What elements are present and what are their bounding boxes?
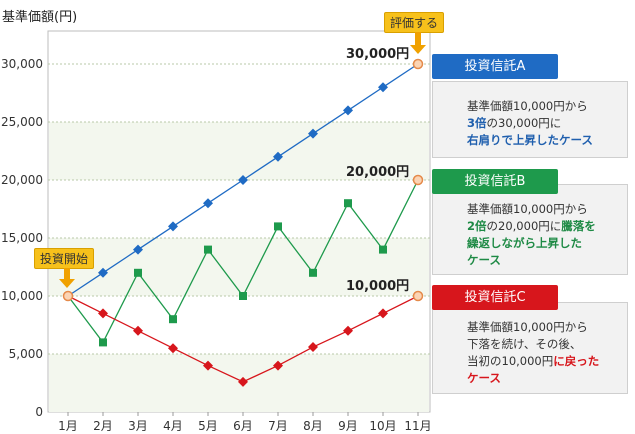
endpoint-marker: [62, 290, 74, 302]
badge-fund-c: 投資信託C: [432, 285, 558, 310]
data-point: [239, 292, 247, 300]
data-point: [98, 267, 108, 278]
end-label-c: 10,000円: [346, 279, 410, 294]
evaluate-tag: 評価する: [384, 12, 445, 33]
endpoint-marker: [412, 58, 424, 70]
panel-a-line3: 右肩りで上昇したケース: [467, 133, 593, 147]
start-tag: 投資開始: [34, 248, 95, 269]
data-point: [273, 360, 283, 371]
panel-c-hl: に戻った: [553, 354, 600, 368]
x-tick-label: 2月: [93, 419, 113, 433]
panel-c-line3-pre: 当初の10,000円: [467, 354, 554, 368]
data-point: [308, 128, 318, 139]
data-point: [203, 198, 213, 209]
panel-b-line1: 基準価額10,000円から: [467, 202, 588, 216]
start-arrow-icon: [59, 279, 75, 288]
x-tick-label: 6月: [233, 419, 253, 433]
data-point: [309, 268, 317, 277]
y-tick-label: 20,000: [1, 173, 43, 187]
data-point: [133, 244, 143, 255]
evaluate-arrow-icon: [410, 45, 426, 54]
data-point: [99, 338, 107, 347]
data-point: [134, 268, 142, 277]
panel-a-line2: 3倍の30,000円に: [467, 115, 619, 132]
x-tick-label: 3月: [128, 419, 148, 433]
data-point: [274, 222, 282, 231]
data-point: [343, 325, 353, 336]
endpoint-marker: [412, 290, 424, 302]
panel-b-line2: 2倍の20,000円に騰落を: [467, 218, 619, 235]
plot-area: [47, 30, 431, 413]
data-point: [169, 315, 177, 324]
data-point: [378, 308, 388, 319]
panel-a-line1: 基準価額10,000円から: [467, 99, 588, 113]
data-point: [343, 105, 353, 116]
panel-b: 基準価額10,000円から 2倍の20,000円に騰落を 繰返しながら上昇した …: [432, 184, 628, 275]
panel-a-hl1: 3倍: [467, 116, 487, 130]
data-point: [308, 342, 318, 353]
x-tick-label: 8月: [303, 419, 323, 433]
y-axis-title: 基準価額(円): [2, 10, 78, 25]
x-tick-label: 5月: [198, 419, 218, 433]
y-tick-label: 10,000: [1, 289, 43, 303]
panel-c-line2: 下落を続け、その後、: [467, 337, 582, 351]
grid-band: [49, 122, 429, 180]
badge-fund-b: 投資信託B: [432, 169, 558, 194]
data-point: [204, 245, 212, 254]
panel-c: 基準価額10,000円から 下落を続け、その後、 当初の10,000円に戻った …: [432, 302, 628, 394]
panel-a-line2-rest: の30,000円に: [486, 116, 562, 130]
data-point: [379, 245, 387, 254]
x-tick-label: 4月: [163, 419, 183, 433]
y-tick-label: 25,000: [1, 115, 43, 129]
panel-b-line3: 繰返しながら上昇した: [467, 236, 582, 250]
panel-b-hl2: 騰落を: [561, 219, 596, 233]
panel-b-line2-mid: の20,000円に: [486, 219, 562, 233]
panel-a: 基準価額10,000円から 3倍の30,000円に 右肩りで上昇したケース: [432, 81, 628, 158]
y-tick-label: 15,000: [1, 231, 43, 245]
y-tick-label: 5,000: [9, 347, 43, 361]
end-label-a: 30,000円: [346, 47, 410, 62]
data-point: [238, 376, 248, 387]
panel-b-hl1: 2倍: [467, 219, 487, 233]
data-point: [133, 325, 143, 336]
data-point: [238, 175, 248, 185]
evaluate-arrow-stem: [415, 32, 421, 46]
x-tick-label: 7月: [268, 419, 288, 433]
grid-band: [49, 354, 429, 412]
data-point: [203, 360, 213, 371]
start-arrow-stem: [64, 268, 70, 280]
badge-fund-a: 投資信託A: [432, 54, 558, 79]
data-point: [168, 343, 178, 354]
endpoint-marker: [412, 174, 424, 186]
x-tick-label: 9月: [338, 419, 358, 433]
x-tick-label: 11月: [404, 419, 431, 433]
panel-c-line1: 基準価額10,000円から: [467, 320, 588, 334]
data-point: [273, 151, 283, 162]
panel-b-line4: ケース: [467, 253, 501, 267]
end-label-b: 20,000円: [346, 165, 410, 180]
data-point: [378, 82, 388, 93]
data-point: [98, 308, 108, 319]
panel-c-line4: ケース: [467, 371, 501, 385]
x-tick-label: 1月: [58, 419, 78, 433]
data-point: [344, 199, 352, 208]
data-point: [168, 221, 178, 232]
x-tick-label: 10月: [369, 419, 396, 433]
panel-c-line3: 当初の10,000円に戻った: [467, 353, 619, 370]
y-tick-label: 30,000: [1, 57, 43, 71]
y-tick-label: 0: [35, 405, 43, 419]
